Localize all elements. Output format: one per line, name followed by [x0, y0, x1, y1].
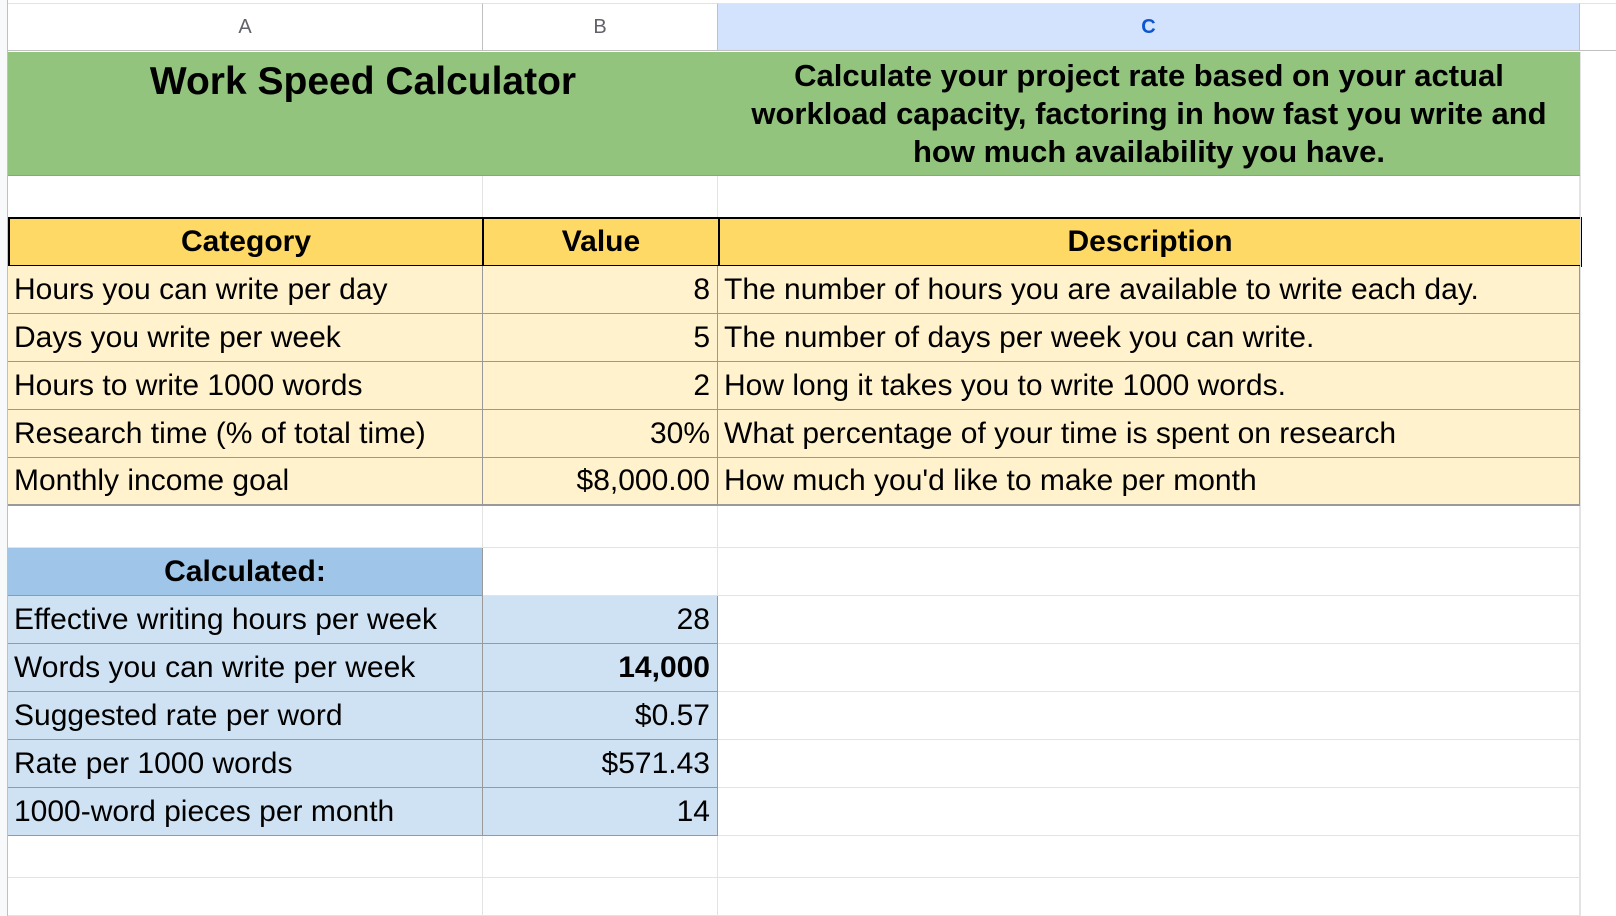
sheet-description[interactable]: Calculate your project rate based on you…	[751, 58, 1547, 169]
empty-cell[interactable]	[483, 548, 718, 596]
empty-cell[interactable]	[718, 788, 1580, 836]
input-description-cell[interactable]: What percentage of your time is spent on…	[718, 410, 1580, 458]
column-header-c[interactable]: C	[718, 3, 1580, 51]
empty-cell[interactable]	[8, 176, 483, 218]
calculated-value-cell[interactable]: $0.57	[483, 692, 718, 740]
empty-cell[interactable]	[483, 176, 718, 218]
calculated-value-cell[interactable]: 14	[483, 788, 718, 836]
header-category[interactable]: Category	[8, 217, 484, 267]
empty-cell[interactable]	[718, 692, 1580, 740]
title-band	[8, 52, 1580, 176]
input-value-cell[interactable]: 30%	[483, 410, 718, 458]
calculated-label-cell[interactable]: Effective writing hours per week	[8, 596, 483, 644]
empty-cell[interactable]	[8, 506, 483, 548]
empty-cell[interactable]	[718, 506, 1580, 548]
empty-cell[interactable]	[483, 878, 718, 916]
input-category-cell[interactable]: Hours to write 1000 words	[8, 362, 483, 410]
empty-cell[interactable]	[718, 644, 1580, 692]
column-d-cells[interactable]	[1580, 52, 1616, 916]
header-description[interactable]: Description	[718, 217, 1582, 267]
empty-cell[interactable]	[483, 836, 718, 878]
input-category-cell[interactable]: Research time (% of total time)	[8, 410, 483, 458]
calculated-label-cell[interactable]: Words you can write per week	[8, 644, 483, 692]
input-value-cell[interactable]: $8,000.00	[483, 458, 718, 506]
empty-cell[interactable]	[718, 878, 1580, 916]
input-category-cell[interactable]: Monthly income goal	[8, 458, 483, 506]
calculated-value-cell[interactable]: $571.43	[483, 740, 718, 788]
column-header-b[interactable]: B	[483, 3, 718, 51]
calculated-value-cell[interactable]: 14,000	[483, 644, 718, 692]
empty-cell[interactable]	[718, 596, 1580, 644]
input-description-cell[interactable]: How long it takes you to write 1000 word…	[718, 362, 1580, 410]
header-value[interactable]: Value	[482, 217, 720, 267]
input-description-cell[interactable]: How much you'd like to make per month	[718, 458, 1580, 506]
column-header-d[interactable]	[1580, 3, 1616, 51]
empty-cell[interactable]	[718, 176, 1580, 218]
input-value-cell[interactable]: 5	[483, 314, 718, 362]
input-description-cell[interactable]: The number of hours you are available to…	[718, 266, 1580, 314]
empty-cell[interactable]	[718, 548, 1580, 596]
calculated-value-cell[interactable]: 28	[483, 596, 718, 644]
empty-cell[interactable]	[718, 740, 1580, 788]
calculated-label-cell[interactable]: Suggested rate per word	[8, 692, 483, 740]
empty-cell[interactable]	[718, 836, 1580, 878]
input-value-cell[interactable]: 2	[483, 362, 718, 410]
empty-cell[interactable]	[8, 878, 483, 916]
input-category-cell[interactable]: Days you write per week	[8, 314, 483, 362]
calculated-header[interactable]: Calculated:	[8, 548, 483, 596]
empty-cell[interactable]	[8, 836, 483, 878]
calculated-label-cell[interactable]: Rate per 1000 words	[8, 740, 483, 788]
row-header-gutter[interactable]	[0, 0, 8, 916]
input-value-cell[interactable]: 8	[483, 266, 718, 314]
column-header-a[interactable]: A	[8, 3, 483, 51]
calculated-label-cell[interactable]: 1000-word pieces per month	[8, 788, 483, 836]
input-category-cell[interactable]: Hours you can write per day	[8, 266, 483, 314]
empty-cell[interactable]	[483, 506, 718, 548]
input-description-cell[interactable]: The number of days per week you can writ…	[718, 314, 1580, 362]
sheet-title[interactable]: Work Speed Calculator	[149, 60, 577, 103]
